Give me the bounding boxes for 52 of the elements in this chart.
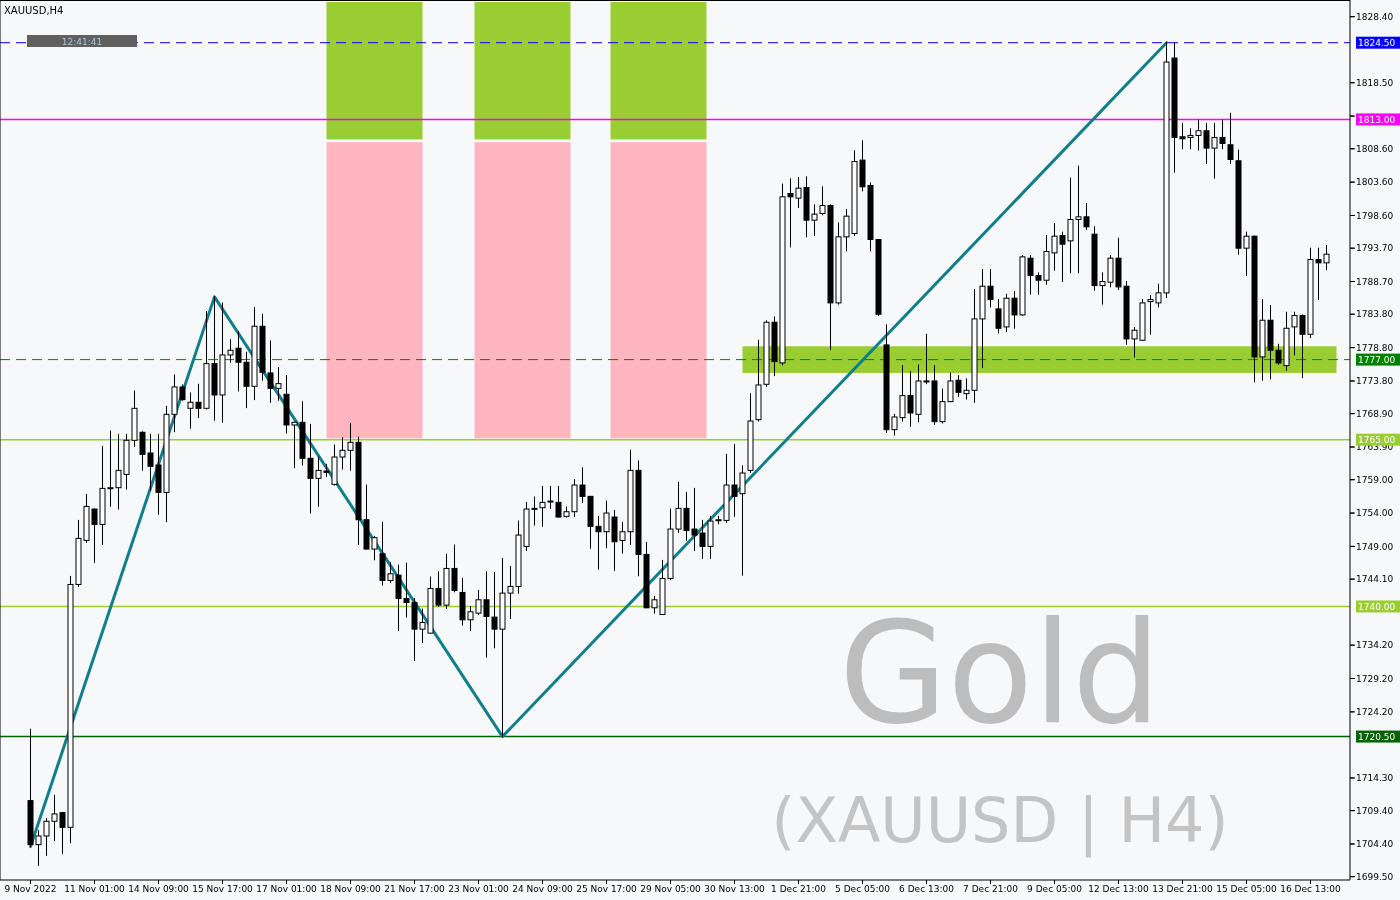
y-tick-label: 1818.50: [1356, 77, 1394, 88]
y-tick-label: 1729.20: [1356, 673, 1394, 684]
y-tick-label: 1749.00: [1356, 541, 1394, 552]
x-tick-label: 25 Nov 17:00: [576, 884, 638, 894]
y-tick-label: 1759.00: [1356, 474, 1394, 485]
x-tick-label: 1 Dec 21:00: [771, 884, 827, 894]
ref-line-label: 1777.00: [1358, 354, 1396, 365]
x-tick-label: 23 Nov 01:00: [448, 884, 510, 894]
y-tick-label: 1798.60: [1356, 210, 1394, 221]
annotation: 12:41:41: [61, 36, 103, 47]
y-tick-label: 1724.20: [1356, 707, 1394, 718]
y-tick-label: 1773.80: [1356, 376, 1394, 387]
x-tick-label: 9 Nov 2022: [4, 884, 57, 894]
ref-line-label: 1720.50: [1358, 731, 1396, 742]
x-tick-label: 18 Nov 09:00: [320, 884, 382, 894]
x-tick-label: 9 Dec 05:00: [1027, 884, 1083, 894]
y-tick-label: 1754.00: [1356, 508, 1394, 519]
x-tick-label: 6 Dec 13:00: [899, 884, 955, 894]
y-tick-label: 1803.60: [1356, 177, 1394, 188]
x-tick-label: 11 Nov 01:00: [64, 884, 126, 894]
y-tick-label: 1828.40: [1356, 11, 1394, 22]
x-tick-label: 29 Nov 05:00: [640, 884, 702, 894]
x-tick-label: 15 Dec 05:00: [1216, 884, 1278, 894]
candlestick: [1227, 112, 1234, 164]
x-tick-label: 24 Nov 09:00: [512, 884, 574, 894]
ref-line-label: 1813.00: [1358, 114, 1396, 125]
y-tick-label: 1793.70: [1356, 243, 1394, 254]
x-tick-label: 30 Nov 13:00: [704, 884, 766, 894]
y-tick-label: 1778.80: [1356, 342, 1394, 353]
y-tick-label: 1783.80: [1356, 309, 1394, 320]
x-tick-label: 13 Dec 21:00: [1152, 884, 1214, 894]
ref-line-label: 1824.50: [1358, 37, 1396, 48]
x-tick-label: 5 Dec 05:00: [835, 884, 891, 894]
y-tick-label: 1768.90: [1356, 408, 1394, 419]
x-tick-label: 12 Dec 13:00: [1088, 884, 1150, 894]
ref-line-label: 1740.00: [1358, 601, 1396, 612]
y-tick-label: 1744.10: [1356, 574, 1394, 585]
y-tick-label: 1788.70: [1356, 276, 1394, 287]
x-tick-label: 15 Nov 17:00: [192, 884, 254, 894]
x-tick-label: 16 Dec 13:00: [1280, 884, 1342, 894]
x-tick-label: 7 Dec 21:00: [963, 884, 1019, 894]
chart-title: XAUUSD,H4: [4, 5, 64, 16]
y-tick-label: 1734.20: [1356, 640, 1394, 651]
y-tick-label: 1808.60: [1356, 143, 1394, 154]
x-tick-label: 17 Nov 01:00: [256, 884, 318, 894]
y-tick-label: 1699.50: [1356, 871, 1394, 882]
y-tick-label: 1714.30: [1356, 773, 1394, 784]
y-tick-label: 1704.40: [1356, 839, 1394, 850]
y-tick-label: 1709.40: [1356, 805, 1394, 816]
x-tick-label: 14 Nov 09:00: [128, 884, 190, 894]
annotation: Gold: [839, 592, 1161, 755]
x-tick-label: 21 Nov 17:00: [384, 884, 446, 894]
